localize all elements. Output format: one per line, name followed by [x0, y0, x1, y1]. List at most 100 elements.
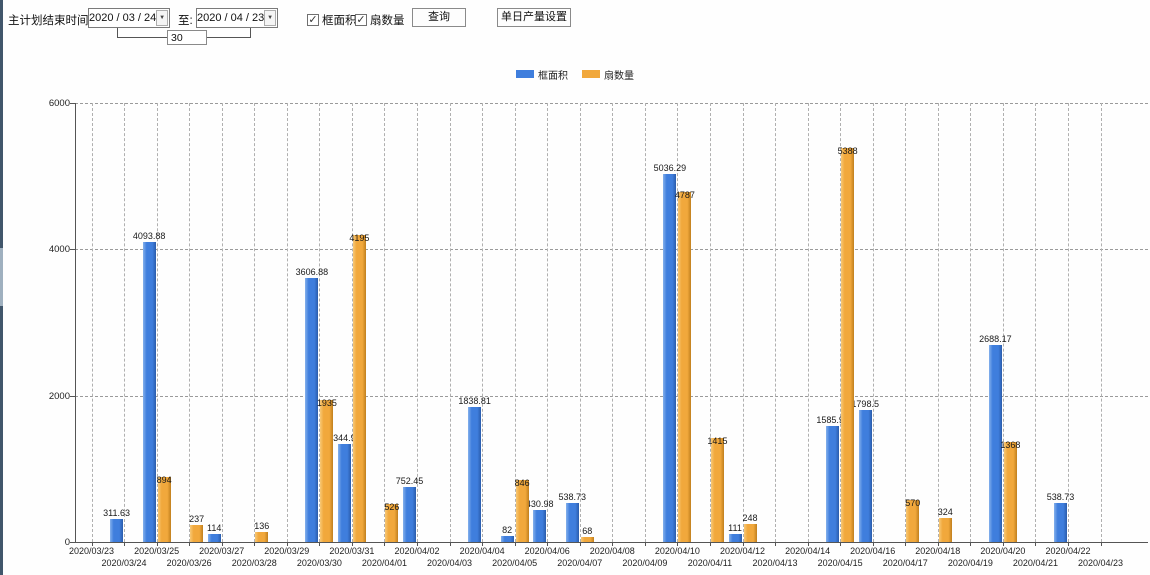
bar-frame-area: [858, 410, 872, 542]
bar-frame-area: [988, 345, 1002, 542]
daily-output-settings-button[interactable]: 单日产量设置: [497, 8, 571, 27]
bar-frame-area: [728, 533, 742, 542]
y-gridline: [75, 395, 1148, 397]
checkbox-frame-area[interactable]: ✓ 框面积: [307, 12, 357, 28]
x-gridline: [970, 103, 972, 542]
x-axis-tick: [384, 542, 386, 546]
x-gridline: [514, 103, 516, 542]
x-gridline: [351, 103, 353, 542]
x-axis-label: 2020/04/12: [719, 546, 766, 556]
y-axis-label: 6000: [48, 98, 70, 109]
x-axis-tick: [905, 542, 907, 546]
to-label: 至:: [178, 15, 193, 27]
x-axis-tick: [807, 542, 809, 546]
y-axis-line: [75, 103, 76, 543]
bar-sash-qty: [938, 518, 952, 542]
x-axis-tick: [1068, 542, 1069, 546]
x-axis-tick: [775, 542, 777, 546]
bar-value-label: 1415: [707, 436, 728, 447]
bar-value-label: 3606.88: [295, 267, 329, 278]
x-axis-tick: [1035, 542, 1037, 546]
x-gridline: [709, 103, 711, 542]
bar-sash-qty: [515, 480, 529, 542]
bar-frame-area: [337, 443, 351, 542]
y-axis-label: 0: [64, 537, 70, 548]
x-gridline: [742, 103, 744, 542]
x-axis-label: 2020/04/15: [817, 558, 863, 568]
x-axis-label: 2020/04/19: [947, 558, 993, 568]
x-gridline: [775, 103, 777, 542]
bar-value-label: 237: [189, 513, 205, 524]
bar-frame-area: [142, 242, 156, 542]
x-axis-label: 2020/04/06: [524, 546, 570, 556]
bar-value-label: 114: [207, 522, 222, 533]
days-count-input[interactable]: 30: [167, 30, 207, 45]
x-axis-label: 2020/04/01: [361, 558, 407, 568]
date-to-dropdown-button[interactable]: ▼: [264, 10, 276, 26]
x-axis-label: 2020/03/23: [68, 546, 115, 556]
bar-value-label: 4787: [674, 189, 695, 200]
bar-frame-area: [826, 425, 840, 542]
x-axis-label: 2020/04/10: [654, 546, 700, 556]
bar-value-label: 538.73: [558, 491, 587, 502]
left-panel-strip: [0, 0, 3, 575]
x-axis-tick: [417, 542, 418, 546]
x-axis-tick: [840, 542, 842, 546]
date-from-dropdown-button[interactable]: ▼: [156, 10, 168, 26]
bar-value-label: 1344.95: [328, 432, 361, 443]
x-axis-tick: [91, 542, 93, 546]
checkbox-sash-qty[interactable]: ✓ 扇数量: [355, 12, 405, 28]
x-axis-label: 2020/04/03: [427, 558, 473, 568]
bar-value-label: 4093.88: [132, 231, 166, 242]
query-button[interactable]: 查询: [412, 8, 466, 27]
chart-legend: 框面积 扇数量: [0, 66, 1150, 82]
y-axis-tick: [70, 103, 75, 104]
x-axis-label: 2020/03/29: [264, 546, 310, 556]
checkbox-frame-area-label: 框面积: [322, 15, 357, 27]
x-axis-label: 2020/03/25: [134, 546, 180, 556]
bar-sash-qty: [320, 400, 334, 542]
bar-frame-area: [1054, 502, 1067, 542]
x-gridline: [547, 103, 549, 542]
x-axis-label: 2020/04/18: [915, 546, 961, 556]
x-gridline: [612, 103, 614, 542]
bar-sash-qty: [841, 147, 855, 542]
x-axis-tick: [677, 542, 679, 546]
date-to-picker[interactable]: 2020 / 04 / 23 ▼: [196, 8, 278, 28]
x-gridline: [449, 103, 451, 542]
x-axis-label: 2020/03/27: [199, 546, 245, 556]
bar-value-label: 1798.5: [851, 399, 879, 410]
x-gridline: [1002, 103, 1004, 542]
checkbox-box: ✓: [355, 14, 367, 26]
bar-sash-qty: [1003, 441, 1017, 542]
x-axis-tick: [970, 542, 972, 546]
bar-sash-qty: [580, 537, 594, 542]
panel-splitter-handle[interactable]: [0, 248, 3, 306]
legend-item-frame-area: 框面积: [516, 67, 568, 82]
connector-line: [117, 28, 118, 38]
x-axis-tick: [937, 542, 939, 546]
x-axis-label: 2020/04/11: [687, 558, 733, 568]
y-axis-label: 2000: [48, 390, 70, 402]
x-axis-label: 2020/04/21: [1012, 558, 1058, 568]
x-axis-tick: [579, 542, 581, 546]
date-from-picker[interactable]: 2020 / 03 / 24 ▼: [88, 8, 170, 28]
y-gridline: [75, 249, 1148, 251]
connector-line: [117, 37, 167, 38]
x-gridline: [905, 103, 907, 542]
bar-value-label: 570: [905, 498, 921, 509]
bar-value-label: 111: [728, 522, 742, 533]
bar-value-label: 752.45: [395, 475, 424, 486]
x-gridline: [319, 103, 321, 542]
x-axis-tick: [254, 542, 256, 546]
x-axis-label: 2020/04/08: [589, 546, 635, 556]
checkbox-sash-qty-label: 扇数量: [370, 15, 405, 27]
x-axis-line: [75, 542, 1148, 543]
connector-line: [207, 37, 251, 38]
bar-value-label: 538.73: [1046, 491, 1075, 502]
chevron-down-icon: ▼: [159, 15, 166, 21]
plan-end-time-label: 主计划结束时间:: [8, 15, 92, 27]
x-gridline: [840, 103, 842, 542]
bar-frame-area: [110, 519, 124, 542]
x-axis-tick: [612, 542, 614, 546]
